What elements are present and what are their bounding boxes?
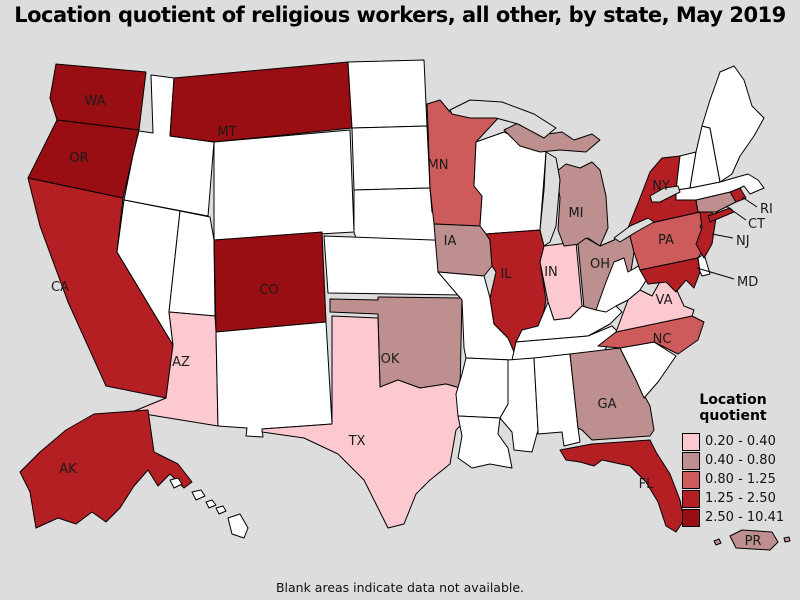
callout-lines: [696, 196, 758, 280]
state-label-nc: NC: [653, 332, 672, 347]
state-shapes: [19, 59, 791, 551]
state-ar[interactable]: [455, 357, 513, 419]
state-label-pa: PA: [658, 233, 674, 248]
lake-ontario: [649, 185, 681, 203]
state-tx[interactable]: [261, 315, 475, 529]
legend-label-3: 0.80 - 1.25: [705, 472, 776, 487]
state-label-il: IL: [500, 267, 512, 282]
footer-note: Blank areas indicate data not available.: [275, 580, 525, 595]
state-mi[interactable]: [555, 161, 609, 247]
state-label-mn: MN: [428, 158, 449, 173]
state-pr[interactable]: [729, 529, 779, 551]
legend-label-4: 1.25 - 2.50: [705, 491, 776, 506]
state-ak[interactable]: [19, 409, 193, 529]
state-label-ia: IA: [444, 234, 457, 249]
page-title: Location quotient of religious workers, …: [14, 3, 786, 27]
legend-swatch-3: [682, 470, 700, 489]
state-label-ri: RI: [760, 202, 773, 217]
state-label-ct: CT: [748, 217, 765, 232]
state-la[interactable]: [457, 415, 513, 469]
state-label-mi: MI: [568, 206, 583, 221]
lake-superior: [449, 99, 557, 139]
callout-line-ct: [725, 205, 747, 221]
state-label-wa: WA: [84, 94, 105, 109]
state-label-tx: TX: [348, 434, 366, 449]
state-label-nj: NJ: [736, 234, 750, 249]
state-label-az: AZ: [172, 355, 190, 370]
state-label-ga: GA: [598, 397, 617, 412]
state-label-oh: OH: [590, 257, 610, 272]
state-az[interactable]: [131, 311, 219, 427]
legend-swatch-1: [682, 432, 700, 451]
callout-line-md: [696, 267, 735, 280]
state-label-md: MD: [737, 275, 758, 290]
legend-row: 0.40 - 0.80: [668, 451, 798, 470]
state-ky[interactable]: [515, 301, 623, 343]
state-label-fl: FL: [639, 477, 654, 492]
state-nd[interactable]: [347, 59, 428, 129]
state-pr-vieques[interactable]: [713, 538, 722, 546]
state-label-ny: NY: [652, 179, 670, 194]
legend-label-5: 2.50 - 10.41: [705, 510, 785, 525]
legend-row: 2.50 - 10.41: [668, 508, 798, 527]
state-fl[interactable]: [559, 439, 685, 533]
state-sd[interactable]: [351, 125, 431, 191]
state-ia[interactable]: [433, 223, 493, 277]
legend-row: 0.20 - 0.40: [668, 432, 798, 451]
state-wy[interactable]: [213, 129, 355, 241]
state-label-mt: MT: [217, 125, 236, 140]
state-pr-culebra[interactable]: [783, 536, 791, 543]
callout-line-ri: [741, 196, 758, 208]
state-mt[interactable]: [169, 61, 353, 143]
state-label-ok: OK: [381, 352, 400, 367]
legend: Location quotient 0.20 - 0.40 0.40 - 0.8…: [668, 392, 798, 527]
lake-michigan: [539, 151, 561, 247]
lake-erie: [613, 217, 655, 243]
state-label-va: VA: [656, 293, 673, 308]
state-me[interactable]: [701, 65, 765, 183]
state-or[interactable]: [27, 119, 140, 199]
great-lakes: [449, 99, 681, 247]
legend-row: 0.80 - 1.25: [668, 470, 798, 489]
state-nm[interactable]: [215, 321, 333, 438]
legend-title: Location quotient: [699, 392, 767, 424]
state-label-pr: PR: [745, 534, 762, 549]
state-wa[interactable]: [49, 63, 147, 131]
legend-swatch-4: [682, 489, 700, 508]
state-co[interactable]: [213, 231, 327, 333]
legend-row: 1.25 - 2.50: [668, 489, 798, 508]
state-label-co: CO: [259, 283, 278, 298]
state-hi-molokai[interactable]: [205, 499, 217, 509]
state-label-in: IN: [544, 265, 558, 280]
legend-swatch-2: [682, 451, 700, 470]
state-label-ak: AK: [59, 462, 77, 477]
legend-swatch-5: [682, 508, 700, 527]
state-labels: WA OR MT CA AK AZ CO TX OK MN IA IL IN M…: [51, 94, 773, 549]
state-hi-kauai[interactable]: [169, 477, 183, 489]
callout-line-nj: [711, 233, 734, 239]
state-label-ca: CA: [51, 280, 69, 295]
state-hi-big-island[interactable]: [227, 513, 249, 539]
state-label-or: OR: [69, 151, 88, 166]
legend-label-1: 0.20 - 0.40: [705, 434, 776, 449]
state-hi-oahu[interactable]: [191, 489, 206, 501]
legend-label-2: 0.40 - 0.80: [705, 453, 776, 468]
state-hi-maui[interactable]: [215, 505, 227, 515]
